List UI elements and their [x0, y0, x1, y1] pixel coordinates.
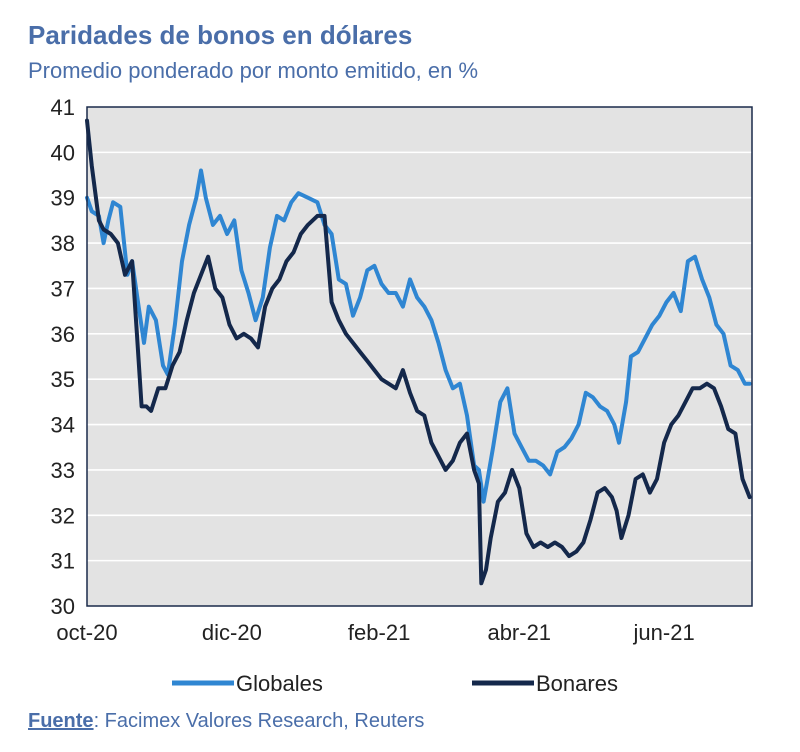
y-tick-label: 33 [51, 458, 75, 483]
y-tick-label: 31 [51, 549, 75, 574]
plot-area [87, 107, 752, 606]
x-axis: oct-20 dic-20 feb-21 abr-21 jun-21 [56, 620, 694, 645]
legend-label-bonares: Bonares [536, 671, 618, 696]
series-line-bonares [85, 118, 752, 586]
legend-label-globales: Globales [236, 671, 323, 696]
x-tick-label: jun-21 [633, 620, 695, 645]
y-tick-label: 30 [51, 594, 75, 619]
x-tick-label: abr-21 [487, 620, 551, 645]
y-axis: 30 31 32 33 34 35 36 37 38 39 40 41 [51, 95, 75, 619]
y-tick-label: 40 [51, 140, 75, 165]
source-text: : Facimex Valores Research, Reuters [93, 710, 425, 732]
x-tick-label: feb-21 [348, 620, 410, 645]
source-label: Fuente [28, 710, 94, 732]
y-tick-label: 37 [51, 276, 75, 301]
y-tick-label: 36 [51, 322, 75, 347]
plot-border [86, 106, 753, 607]
legend: Globales Bonares [172, 671, 618, 696]
y-tick-label: 39 [51, 186, 75, 211]
x-tick-label: dic-20 [202, 620, 262, 645]
line-chart: 30 31 32 33 34 35 36 37 38 39 40 41 oct-20 dic-20 feb… [51, 95, 753, 696]
y-tick-label: 35 [51, 367, 75, 392]
chart-subtitle: Promedio ponderado por monto emitido, en… [28, 58, 479, 83]
x-tick-label: oct-20 [56, 620, 117, 645]
series-layer [85, 118, 752, 586]
y-tick-label: 38 [51, 231, 75, 256]
chart-title: Paridades de bonos en dólares [28, 20, 413, 50]
series-line-globales [85, 168, 752, 504]
y-tick-label: 41 [51, 95, 75, 120]
y-tick-label: 32 [51, 503, 75, 528]
y-tick-label: 34 [51, 413, 75, 438]
source-note: Fuente: Facimex Valores Research, Reuter… [28, 710, 424, 733]
gridlines [87, 151, 752, 562]
